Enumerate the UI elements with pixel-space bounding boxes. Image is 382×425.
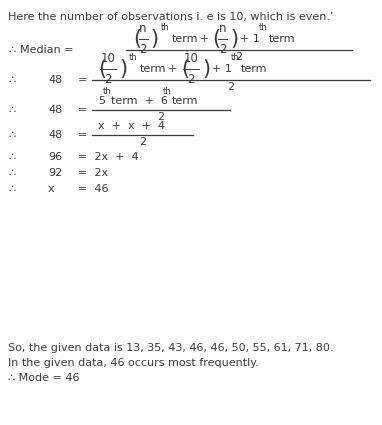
Text: n: n [219, 22, 226, 35]
Text: + 1: + 1 [212, 64, 232, 74]
Text: 2: 2 [139, 43, 147, 56]
Text: (: ( [133, 29, 141, 49]
Text: =: = [78, 75, 87, 85]
Text: ): ) [202, 59, 210, 79]
Text: x: x [48, 184, 55, 194]
Text: 96: 96 [48, 152, 62, 162]
Text: 10: 10 [184, 52, 198, 65]
Text: So, the given data is 13, 35, 43, 46, 46, 50, 55, 61, 71, 80.: So, the given data is 13, 35, 43, 46, 46… [8, 343, 333, 353]
Text: + 1: + 1 [240, 34, 260, 44]
Text: n: n [139, 22, 147, 35]
Text: 48: 48 [48, 105, 62, 115]
Text: ∴: ∴ [8, 45, 15, 55]
Text: 48: 48 [48, 75, 62, 85]
Text: ∴: ∴ [8, 130, 15, 140]
Text: term: term [172, 96, 199, 106]
Text: ): ) [230, 29, 238, 49]
Text: th: th [103, 87, 112, 96]
Text: th: th [160, 23, 169, 32]
Text: term: term [269, 34, 295, 44]
Text: =  2x: = 2x [78, 168, 108, 178]
Text: term: term [241, 64, 267, 74]
Text: (: ( [181, 59, 189, 79]
Text: ∴: ∴ [8, 75, 15, 85]
Text: ): ) [119, 59, 127, 79]
Text: x  +  x  +  4: x + x + 4 [98, 121, 165, 131]
Text: term: term [172, 34, 198, 44]
Text: ∴ Mode = 46: ∴ Mode = 46 [8, 373, 79, 383]
Text: In the given data, 46 occurs most frequently.: In the given data, 46 occurs most freque… [8, 358, 259, 368]
Text: 2: 2 [227, 82, 235, 92]
Text: 2: 2 [157, 112, 165, 122]
Text: +: + [168, 64, 177, 74]
Text: th: th [163, 87, 172, 96]
Text: 2: 2 [219, 43, 226, 56]
Text: =  46: = 46 [78, 184, 108, 194]
Text: ): ) [151, 29, 159, 49]
Text: th: th [129, 53, 138, 62]
Text: term  +  6: term + 6 [111, 96, 168, 106]
Text: 10: 10 [100, 52, 115, 65]
Text: ∴: ∴ [8, 152, 15, 162]
Text: 92: 92 [48, 168, 62, 178]
Text: (: ( [212, 29, 221, 49]
Text: ∴: ∴ [8, 184, 15, 194]
Text: =: = [78, 105, 87, 115]
Text: ∴: ∴ [8, 105, 15, 115]
Text: term: term [140, 64, 167, 74]
Text: th: th [230, 53, 239, 62]
Text: Here the number of observations i. e is 10, which is even.’: Here the number of observations i. e is … [8, 12, 333, 22]
Text: =  2x  +  4: = 2x + 4 [78, 152, 139, 162]
Text: 2: 2 [104, 73, 112, 86]
Text: 48: 48 [48, 130, 62, 140]
Text: 2: 2 [139, 137, 146, 147]
Text: +: + [199, 34, 209, 44]
Text: ∴: ∴ [8, 168, 15, 178]
Text: 5: 5 [98, 96, 105, 106]
Text: th: th [259, 23, 267, 32]
Text: Median =: Median = [20, 45, 74, 55]
Text: 2: 2 [235, 52, 243, 62]
Text: 2: 2 [187, 73, 195, 86]
Text: (: ( [98, 59, 106, 79]
Text: =: = [78, 130, 87, 140]
